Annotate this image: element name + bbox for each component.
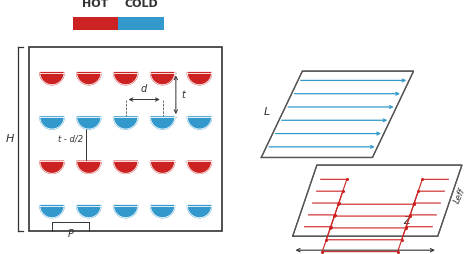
Polygon shape xyxy=(150,205,174,218)
Text: P: P xyxy=(67,229,73,239)
Polygon shape xyxy=(77,73,101,85)
Text: d: d xyxy=(141,84,147,94)
Polygon shape xyxy=(114,73,138,85)
Polygon shape xyxy=(292,165,462,236)
Polygon shape xyxy=(77,205,101,218)
Polygon shape xyxy=(40,117,64,129)
Text: L: L xyxy=(264,107,270,117)
Polygon shape xyxy=(150,117,174,129)
Polygon shape xyxy=(40,205,64,218)
Polygon shape xyxy=(261,71,413,157)
Text: HOT: HOT xyxy=(82,0,109,9)
Polygon shape xyxy=(187,161,211,173)
Text: H: H xyxy=(6,134,14,144)
Polygon shape xyxy=(187,73,211,85)
Polygon shape xyxy=(77,161,101,173)
Polygon shape xyxy=(40,73,64,85)
Polygon shape xyxy=(150,73,174,85)
Bar xyxy=(73,17,118,30)
Text: t - d/2: t - d/2 xyxy=(58,135,83,144)
Polygon shape xyxy=(114,117,138,129)
Text: COLD: COLD xyxy=(125,0,158,9)
Polygon shape xyxy=(114,161,138,173)
Polygon shape xyxy=(114,205,138,218)
Text: Leff: Leff xyxy=(452,186,467,205)
Text: Z: Z xyxy=(403,216,410,226)
Polygon shape xyxy=(187,117,211,129)
Polygon shape xyxy=(40,161,64,173)
Text: t: t xyxy=(181,90,185,100)
Polygon shape xyxy=(187,205,211,218)
Polygon shape xyxy=(77,117,101,129)
Polygon shape xyxy=(150,161,174,173)
Bar xyxy=(29,47,222,231)
Bar xyxy=(118,17,164,30)
